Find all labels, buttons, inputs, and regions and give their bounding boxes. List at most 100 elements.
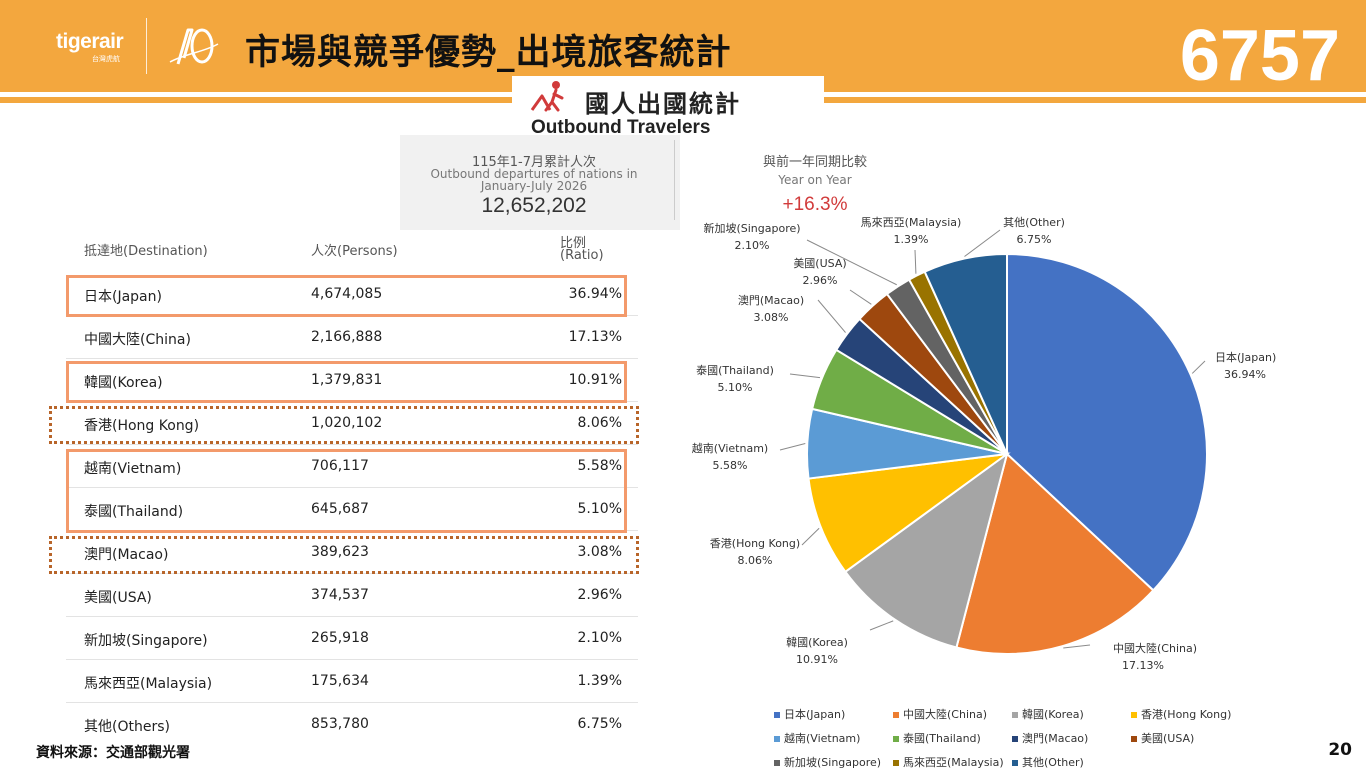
table-row: 馬來西亞(Malaysia) 175,634 1.39% bbox=[66, 660, 638, 703]
legend-swatch bbox=[1012, 760, 1018, 766]
legend-item: 泰國(Thailand) bbox=[893, 730, 981, 746]
legend-label: 馬來西亞(Malaysia) bbox=[903, 756, 1004, 769]
legend-swatch bbox=[774, 760, 780, 766]
legend-item: 澳門(Macao) bbox=[1012, 730, 1088, 746]
row-persons: 1,379,831 bbox=[311, 372, 383, 388]
pie-leader-line bbox=[779, 442, 806, 451]
pie-slice bbox=[858, 292, 1008, 455]
row-persons: 2,166,888 bbox=[311, 329, 383, 345]
pie-value-label: 6.75% bbox=[1017, 233, 1052, 246]
highlight-box-vietnam-thailand bbox=[66, 449, 627, 533]
row-destination: 馬來西亞(Malaysia) bbox=[84, 676, 213, 692]
logo-divider bbox=[146, 18, 147, 74]
header-persons: 人次(Persons) bbox=[311, 244, 398, 259]
legend-item: 中國大陸(China) bbox=[893, 706, 987, 722]
table-row: 中國大陸(China) 2,166,888 17.13% bbox=[66, 316, 638, 359]
legend-swatch bbox=[774, 712, 780, 718]
yoy-label-zh: 與前一年同期比較 bbox=[762, 155, 867, 170]
legend-swatch bbox=[893, 760, 899, 766]
pie-label: 中國大陸(China) bbox=[1113, 641, 1197, 655]
pie-value-label: 36.94% bbox=[1224, 368, 1266, 381]
highlight-box-korea bbox=[66, 361, 627, 403]
row-destination: 其他(Others) bbox=[84, 719, 170, 735]
legend-item: 香港(Hong Kong) bbox=[1131, 706, 1231, 722]
header-destination: 抵達地(Destination) bbox=[84, 244, 208, 259]
row-ratio: 17.13% bbox=[568, 329, 622, 345]
world-map-background bbox=[400, 135, 680, 230]
pie-slice bbox=[806, 407, 1008, 480]
legend-label: 其他(Other) bbox=[1022, 756, 1084, 769]
row-ratio: 36.94% bbox=[568, 286, 622, 302]
tigerair-logo: tigerair bbox=[56, 30, 124, 53]
pie-label: 泰國(Thailand) bbox=[696, 363, 774, 377]
highlight-box-macao bbox=[49, 536, 639, 574]
legend-swatch bbox=[1012, 736, 1018, 742]
row-ratio: 2.10% bbox=[577, 630, 622, 646]
table-row: 新加坡(Singapore) 265,918 2.10% bbox=[66, 617, 638, 660]
pie-slice bbox=[1006, 252, 1208, 592]
pie-value-label: 2.96% bbox=[803, 274, 838, 287]
row-destination: 韓國(Korea) bbox=[84, 375, 163, 391]
pie-slice bbox=[923, 252, 1008, 455]
traveler-icon bbox=[530, 81, 564, 112]
legend-swatch bbox=[1131, 712, 1137, 718]
row-destination: 中國大陸(China) bbox=[84, 332, 191, 348]
yoy-value: +16.3% bbox=[782, 194, 848, 215]
stats-divider bbox=[674, 140, 675, 220]
pie-value-label: 8.06% bbox=[738, 554, 773, 567]
row-persons: 645,687 bbox=[311, 501, 369, 517]
banner-title-en: Outbound Travelers bbox=[531, 117, 711, 138]
legend-label: 美國(USA) bbox=[1141, 732, 1195, 745]
row-destination: 日本(Japan) bbox=[84, 289, 162, 305]
row-ratio: 8.06% bbox=[577, 415, 622, 431]
header-ratio: 比例 bbox=[560, 236, 587, 251]
legend-item: 美國(USA) bbox=[1131, 730, 1194, 746]
pie-leader-line bbox=[869, 620, 894, 631]
banner-title-zh: 國人出國統計 bbox=[585, 90, 741, 118]
pie-leader-line bbox=[1063, 644, 1091, 649]
pie-slice bbox=[807, 452, 1011, 574]
row-ratio: 10.91% bbox=[568, 372, 622, 388]
legend-item: 越南(Vietnam) bbox=[774, 730, 860, 746]
banner-panel bbox=[512, 76, 824, 138]
data-source: 資料來源：交通部觀光署 bbox=[36, 745, 190, 761]
row-destination: 泰國(Thailand) bbox=[84, 504, 184, 520]
pie-slice bbox=[885, 278, 1008, 455]
legend-swatch bbox=[893, 712, 899, 718]
row-destination: 越南(Vietnam) bbox=[84, 461, 182, 477]
pie-value-label: 5.10% bbox=[718, 381, 753, 394]
pie-label: 越南(Vietnam) bbox=[692, 441, 768, 455]
legend-label: 泰國(Thailand) bbox=[903, 732, 981, 745]
legend-label: 中國大陸(China) bbox=[903, 708, 988, 721]
row-persons: 374,537 bbox=[311, 587, 369, 603]
row-ratio: 6.75% bbox=[577, 716, 622, 732]
row-persons: 1,020,102 bbox=[311, 415, 383, 431]
row-ratio: 5.10% bbox=[577, 501, 622, 517]
pie-value-label: 10.91% bbox=[796, 653, 838, 666]
header-ratio-en: (Ratio) bbox=[560, 248, 604, 263]
highlight-box-japan bbox=[66, 275, 627, 317]
row-persons: 4,674,085 bbox=[311, 286, 383, 302]
legend-swatch bbox=[1131, 736, 1137, 742]
cumulative-label-en-2: January-July 2026 bbox=[480, 179, 588, 193]
pie-leader-line bbox=[789, 373, 821, 379]
row-ratio: 1.39% bbox=[577, 673, 622, 689]
cumulative-label-en-1: Outbound departures of nations in bbox=[430, 167, 638, 181]
page-title: 市場與競爭優勢_出境旅客統計 bbox=[245, 33, 732, 73]
legend-swatch bbox=[893, 736, 899, 742]
pie-leader-line bbox=[1191, 360, 1206, 374]
row-ratio: 5.58% bbox=[577, 458, 622, 474]
pie-label: 新加坡(Singapore) bbox=[703, 221, 800, 235]
pie-slice bbox=[810, 348, 1008, 455]
legend-swatch bbox=[1012, 712, 1018, 718]
row-destination: 美國(USA) bbox=[84, 590, 152, 606]
row-persons: 853,780 bbox=[311, 716, 369, 732]
pie-leader-line bbox=[849, 289, 872, 305]
row-ratio: 2.96% bbox=[577, 587, 622, 603]
row-destination: 新加坡(Singapore) bbox=[84, 633, 208, 649]
row-persons: 175,634 bbox=[311, 673, 369, 689]
table-row: 香港(Hong Kong) 1,020,102 8.06% bbox=[66, 402, 638, 445]
table-row: 越南(Vietnam) 706,117 5.58% bbox=[66, 445, 638, 488]
pie-label: 韓國(Korea) bbox=[786, 636, 848, 649]
legend-label: 越南(Vietnam) bbox=[784, 732, 861, 745]
